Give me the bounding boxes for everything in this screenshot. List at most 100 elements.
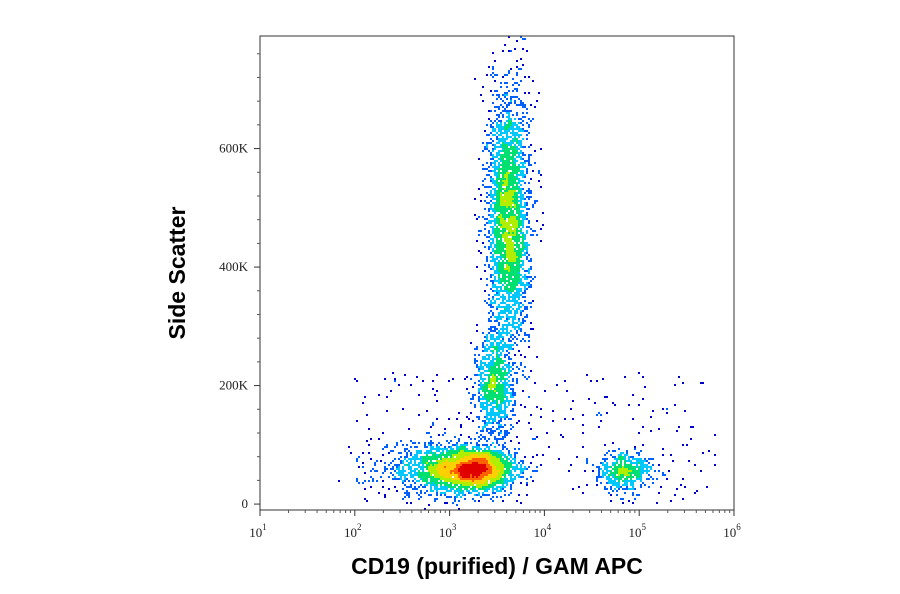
density-point	[472, 396, 474, 398]
density-point	[514, 232, 516, 234]
density-point	[492, 456, 494, 458]
density-point	[454, 496, 456, 498]
density-point	[498, 394, 500, 396]
density-point	[500, 380, 502, 382]
density-point	[516, 198, 518, 200]
density-point	[532, 204, 534, 206]
density-point	[606, 488, 608, 490]
density-point	[520, 198, 522, 200]
density-point	[498, 196, 500, 198]
density-point	[510, 178, 512, 180]
density-point	[488, 438, 490, 440]
density-point	[654, 470, 656, 472]
density-point	[462, 452, 464, 454]
density-point	[482, 398, 484, 400]
density-point	[514, 138, 516, 140]
density-point	[494, 284, 496, 286]
density-point	[514, 354, 516, 356]
density-point	[504, 168, 506, 170]
density-point	[512, 294, 514, 296]
density-point	[500, 370, 502, 372]
density-point	[488, 454, 490, 456]
density-point	[500, 178, 502, 180]
density-point	[484, 362, 486, 364]
density-point	[480, 230, 482, 232]
density-point	[618, 474, 620, 476]
density-point	[512, 262, 514, 264]
density-point	[426, 474, 428, 476]
density-point	[492, 156, 494, 158]
density-point	[470, 474, 472, 476]
density-point	[512, 466, 514, 468]
density-point	[652, 482, 654, 484]
density-point	[452, 458, 454, 460]
density-point	[412, 458, 414, 460]
density-point	[490, 328, 492, 330]
density-point	[470, 492, 472, 494]
density-point	[494, 218, 496, 220]
density-point	[638, 458, 640, 460]
density-point	[482, 332, 484, 334]
density-point	[622, 456, 624, 458]
density-point	[522, 318, 524, 320]
density-point	[500, 438, 502, 440]
density-point	[494, 280, 496, 282]
density-point	[462, 450, 464, 452]
density-point	[440, 472, 442, 474]
density-point	[464, 460, 466, 462]
density-point	[502, 128, 504, 130]
density-point	[514, 170, 516, 172]
density-point	[500, 430, 502, 432]
density-point	[526, 130, 528, 132]
density-point	[490, 208, 492, 210]
density-point	[502, 410, 504, 412]
density-point	[512, 384, 514, 386]
density-point	[512, 214, 514, 216]
density-point	[582, 492, 584, 494]
density-point	[496, 184, 498, 186]
density-point	[502, 452, 504, 454]
density-point	[468, 482, 470, 484]
density-point	[528, 190, 530, 192]
density-point	[488, 414, 490, 416]
density-point	[418, 494, 420, 496]
density-point	[510, 98, 512, 100]
density-point	[534, 202, 536, 204]
density-point	[480, 366, 482, 368]
density-point	[494, 208, 496, 210]
density-point	[508, 114, 510, 116]
density-point	[472, 476, 474, 478]
density-point	[468, 470, 470, 472]
density-point	[506, 478, 508, 480]
density-point	[502, 94, 504, 96]
density-point	[480, 486, 482, 488]
density-point	[482, 216, 484, 218]
density-point	[426, 462, 428, 464]
density-point	[456, 482, 458, 484]
density-point	[508, 120, 510, 122]
density-point	[626, 474, 628, 476]
density-point	[514, 168, 516, 170]
density-point	[398, 458, 400, 460]
density-point	[514, 286, 516, 288]
density-point	[414, 472, 416, 474]
density-point	[612, 474, 614, 476]
density-point	[398, 474, 400, 476]
density-point	[500, 82, 502, 84]
density-point	[494, 406, 496, 408]
density-point	[474, 486, 476, 488]
density-point	[488, 478, 490, 480]
density-point	[514, 304, 516, 306]
density-point	[462, 494, 464, 496]
density-point	[508, 280, 510, 282]
density-point	[516, 250, 518, 252]
density-point	[624, 458, 626, 460]
density-point	[502, 204, 504, 206]
density-point	[502, 294, 504, 296]
density-point	[508, 158, 510, 160]
density-point	[426, 446, 428, 448]
density-point	[512, 368, 514, 370]
density-point	[500, 282, 502, 284]
density-point	[512, 186, 514, 188]
density-point	[474, 472, 476, 474]
